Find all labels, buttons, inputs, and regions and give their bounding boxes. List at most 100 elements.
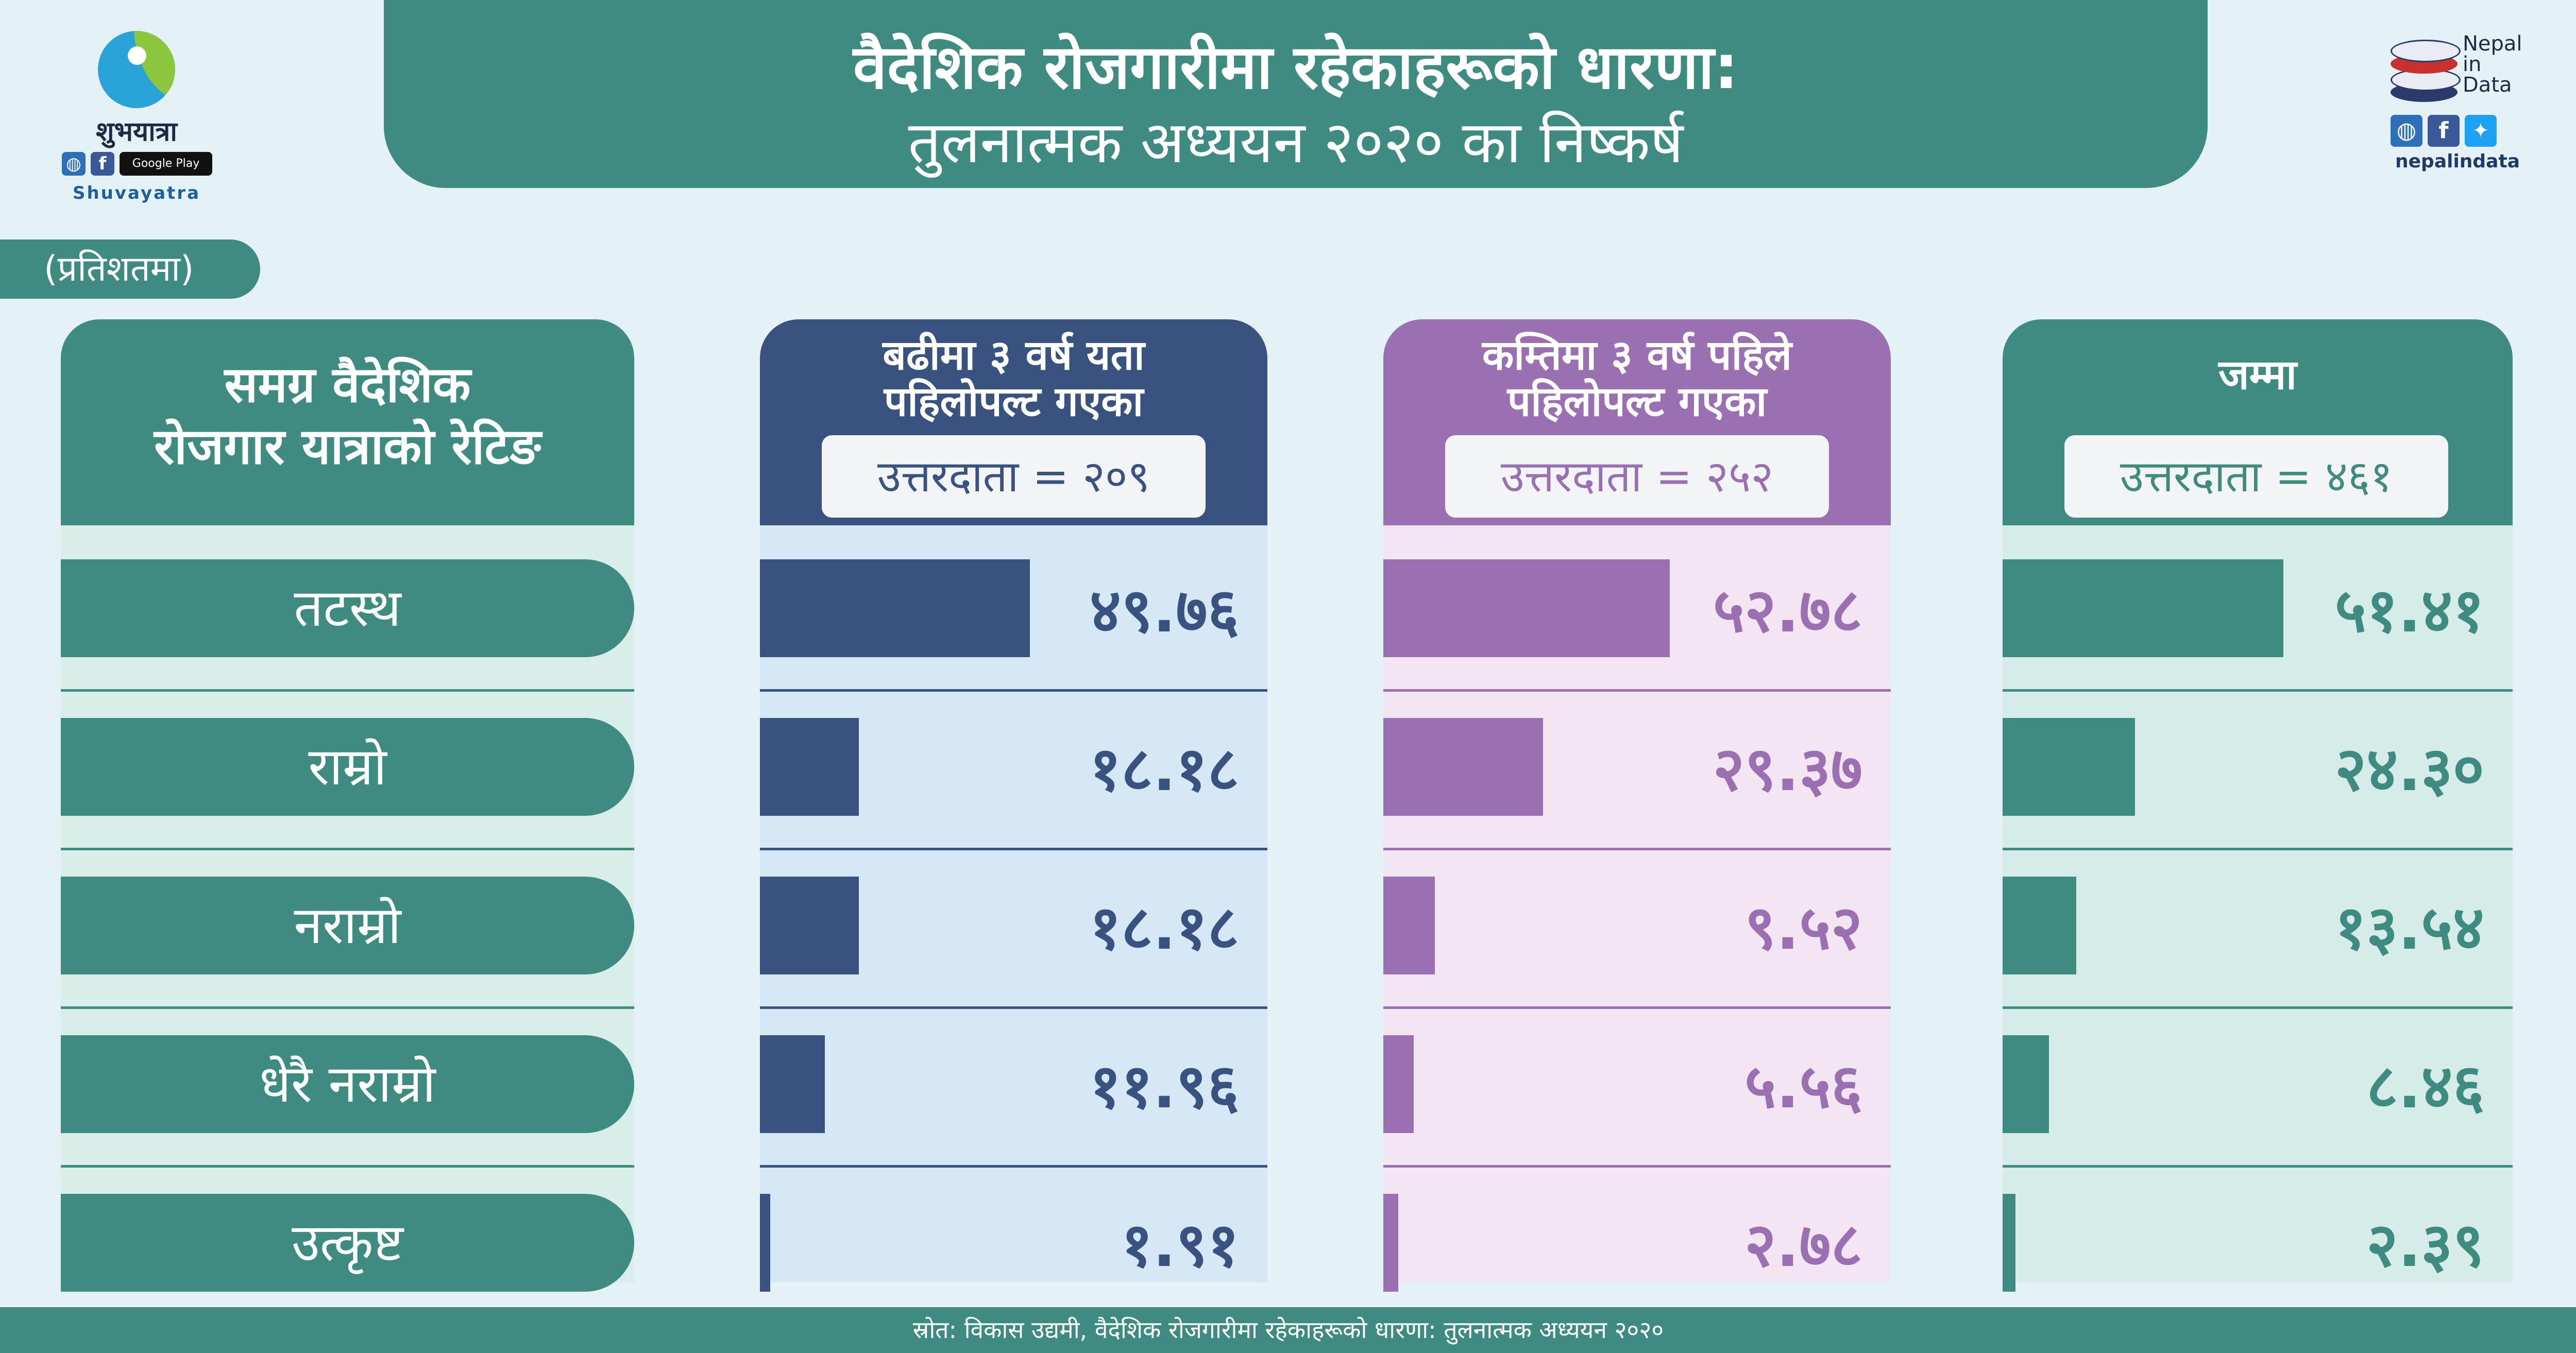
series-bars: ५१.४१ २४.३० १३.५४ ८.४६ २.३९ <box>2003 525 2513 1292</box>
bar <box>1383 1035 1414 1133</box>
bar <box>760 718 859 816</box>
row-divider <box>61 1165 634 1168</box>
series-panel-recent: बढीमा ३ वर्ष यता पहिलोपल्ट गएका उत्तरदात… <box>760 319 1267 1292</box>
row-divider <box>2003 1006 2513 1009</box>
category-header-line1: समग्र वैदेशिक <box>224 356 471 414</box>
category-row: तटस्थ <box>61 536 634 694</box>
series-header-line1: बढीमा ३ वर्ष यता <box>883 331 1145 379</box>
category-row: नराम्रो <box>61 853 634 1012</box>
bar-value-label: १८.१८ <box>1089 892 1239 963</box>
bar-row: ५.५६ <box>1383 1012 1891 1170</box>
bar-value-label: २.३९ <box>2366 1209 2484 1280</box>
bar <box>1383 559 1670 657</box>
series-bars: ५२.७८ २९.३७ ९.५२ ५.५६ २.७८ <box>1383 525 1891 1292</box>
shuvayatra-social-row: ◍ f Google Play <box>62 152 227 178</box>
bar <box>1383 1194 1399 1292</box>
series-header: बढीमा ३ वर्ष यता पहिलोपल्ट गएका उत्तरदात… <box>760 319 1267 525</box>
unit-label: (प्रतिशतमा) <box>0 239 260 299</box>
row-divider <box>760 1006 1267 1009</box>
category-list: तटस्थ राम्रो नराम्रो धेरै नराम्रो उत्कृष्ट <box>61 525 634 1292</box>
bar <box>1383 877 1435 974</box>
twitter-icon[interactable]: ✦ <box>2465 115 2497 147</box>
facebook-icon[interactable]: f <box>91 152 114 176</box>
category-label: तटस्थ <box>61 559 634 657</box>
category-header: समग्र वैदेशिक रोजगार यात्राको रेटिङ <box>61 319 634 525</box>
bar-row: १८.१८ <box>760 853 1267 1012</box>
bar-value-label: ५२.७८ <box>1713 575 1862 646</box>
title-banner: वैदेशिक रोजगारीमा रहेकाहरूको धारणा: तुलन… <box>384 0 2208 188</box>
bar <box>2003 877 2077 974</box>
row-divider <box>1383 1006 1891 1009</box>
series-header-line1: कम्तिमा ३ वर्ष पहिले <box>1482 331 1792 379</box>
bar <box>2003 1035 2049 1133</box>
nepal-in-data-logo[interactable]: Nepal in Data ◍ f ✦ nepalindata <box>2391 33 2561 178</box>
bar <box>1383 718 1543 816</box>
bar-value-label: ८.४६ <box>2366 1051 2484 1122</box>
bar-row: १३.५४ <box>2003 853 2513 1012</box>
source-footer: स्रोत: विकास उद्यमी, वैदेशिक रोजगारीमा र… <box>0 1307 2576 1353</box>
bar-row: ५१.४१ <box>2003 536 2513 694</box>
category-label: उत्कृष्ट <box>61 1194 634 1292</box>
row-divider <box>760 1165 1267 1168</box>
bar <box>2003 1194 2016 1292</box>
bar <box>760 877 859 974</box>
google-play-badge[interactable]: Google Play <box>120 152 212 176</box>
category-row: धेरै नराम्रो <box>61 1012 634 1170</box>
row-divider <box>1383 1165 1891 1168</box>
category-panel: समग्र वैदेशिक रोजगार यात्राको रेटिङ तटस्… <box>61 319 634 1292</box>
facebook-icon[interactable]: f <box>2428 115 2460 147</box>
bar <box>760 559 1030 657</box>
nepal-in-data-wordmark: Nepal in Data <box>2463 32 2522 97</box>
page-subtitle: तुलनात्मक अध्ययन २०२० का निष्कर्ष <box>908 109 1684 176</box>
bar-row: २.३९ <box>2003 1170 2513 1329</box>
bar-row: ४९.७६ <box>760 536 1267 694</box>
series-header-line2: पहिलोपल्ट गएका <box>1507 378 1767 425</box>
globe-icon[interactable]: ◍ <box>2391 115 2422 147</box>
bar-row: २४.३० <box>2003 694 2513 853</box>
row-divider <box>1383 689 1891 692</box>
bar <box>2003 718 2136 816</box>
bar <box>2003 559 2283 657</box>
bar <box>760 1035 825 1133</box>
bar-row: ९.५२ <box>1383 853 1891 1012</box>
series-header: कम्तिमा ३ वर्ष पहिले पहिलोपल्ट गएका उत्त… <box>1383 319 1891 525</box>
bar-value-label: ५.५६ <box>1744 1051 1862 1122</box>
page-title: वैदेशिक रोजगारीमा रहेकाहरूको धारणा: <box>853 31 1739 102</box>
bar-row: १.९१ <box>760 1170 1267 1329</box>
bar-value-label: १.९१ <box>1121 1209 1239 1280</box>
category-label: राम्रो <box>61 718 634 816</box>
series-panel-earlier: कम्तिमा ३ वर्ष पहिले पहिलोपल्ट गएका उत्त… <box>1383 319 1891 1292</box>
nid-social-row: ◍ f ✦ <box>2391 115 2502 147</box>
row-divider <box>2003 1165 2513 1168</box>
database-stack-icon <box>2391 33 2461 106</box>
series-header-line2: पहिलोपल्ट गएका <box>884 378 1144 425</box>
row-divider <box>1383 848 1891 850</box>
respondent-count: उत्तरदाता = २०९ <box>822 435 1206 518</box>
bar-value-label: २४.३० <box>2334 733 2484 804</box>
shuvayatra-mark-icon <box>98 31 175 108</box>
bar-value-label: १३.५४ <box>2334 892 2484 963</box>
shuvayatra-logo[interactable]: शुभयात्रा ◍ f Google Play Shuvayatra <box>52 31 252 203</box>
row-divider <box>2003 848 2513 850</box>
series-header: जम्मा उत्तरदाता = ४६१ <box>2003 319 2513 525</box>
shuvayatra-name: शुभयात्रा <box>96 116 177 147</box>
row-divider <box>2003 689 2513 692</box>
bar-value-label: ४९.७६ <box>1089 575 1239 646</box>
bar-value-label: ५१.४१ <box>2334 575 2484 646</box>
bar-row: ८.४६ <box>2003 1012 2513 1170</box>
bar-row: १८.१८ <box>760 694 1267 853</box>
respondent-count: उत्तरदाता = ४६१ <box>2064 435 2448 518</box>
bar-value-label: ९.५२ <box>1744 892 1862 963</box>
row-divider <box>61 689 634 692</box>
globe-icon[interactable]: ◍ <box>62 152 86 176</box>
bar-value-label: १८.१८ <box>1089 733 1239 804</box>
series-header-line1: जम्मा <box>2218 351 2297 399</box>
shuvayatra-latin-name: Shuvayatra <box>72 183 201 203</box>
bar-row: ११.९६ <box>760 1012 1267 1170</box>
category-row: राम्रो <box>61 694 634 853</box>
series-panel-total: जम्मा उत्तरदाता = ४६१ ५१.४१ २४.३० १३.५४ ८.४… <box>2003 319 2513 1292</box>
bar-value-label: २.७८ <box>1744 1209 1862 1280</box>
series-bars: ४९.७६ १८.१८ १८.१८ ११.९६ १.९१ <box>760 525 1267 1292</box>
row-divider <box>760 848 1267 850</box>
